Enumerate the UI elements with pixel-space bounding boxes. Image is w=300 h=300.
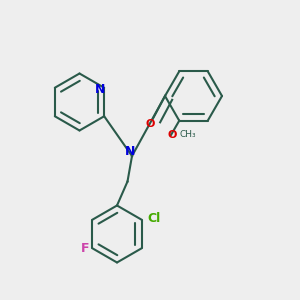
Text: N: N [94, 83, 105, 96]
Text: F: F [81, 242, 89, 255]
Text: O: O [146, 119, 155, 130]
Text: Cl: Cl [147, 212, 160, 225]
Text: CH₃: CH₃ [179, 130, 196, 140]
Text: N: N [124, 145, 135, 158]
Text: O: O [168, 130, 177, 140]
